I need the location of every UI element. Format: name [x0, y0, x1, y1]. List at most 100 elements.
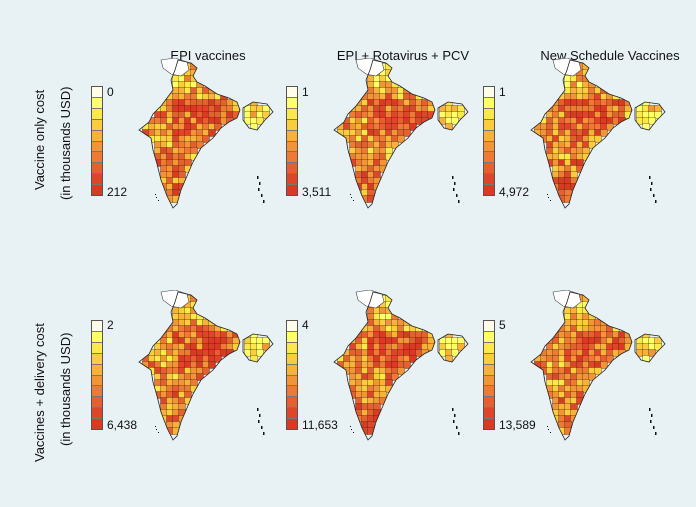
legend-min-r1c1: 4 [302, 318, 309, 332]
india-district-map-r0c2 [530, 58, 666, 209]
island-dot [351, 197, 352, 198]
legend-swatch [92, 397, 102, 409]
legend-bar-r0c1 [286, 86, 298, 196]
island-dot [454, 414, 456, 417]
legend-swatch [92, 185, 102, 196]
northern-region-no-data [160, 290, 190, 309]
district-cell [403, 129, 411, 137]
legend-swatch [92, 119, 102, 131]
legend-swatch [484, 375, 494, 387]
island-dot [655, 432, 657, 435]
legend-swatch [287, 364, 297, 376]
northern-region-no-data [552, 58, 582, 77]
island-dot [547, 194, 548, 195]
legend-swatch [484, 87, 494, 98]
district-cell [409, 355, 417, 363]
legend-swatch [92, 364, 102, 376]
northeast-outline [437, 333, 469, 363]
island-dot [458, 200, 460, 203]
island-dot [452, 408, 454, 411]
legend-swatch [484, 97, 494, 109]
legend-swatch [92, 408, 102, 420]
legend-swatch [92, 386, 102, 398]
district-cell [196, 141, 204, 149]
legend-swatch [287, 185, 297, 196]
legend-swatch [287, 419, 297, 430]
island-dot [258, 420, 260, 423]
island-dot [550, 432, 551, 433]
country-outline [530, 59, 633, 209]
country-outline [530, 291, 633, 441]
northern-region-no-data [355, 290, 385, 309]
legend-swatch [287, 174, 297, 186]
island-dot [548, 429, 549, 430]
india-district-map-r0c0 [138, 58, 274, 209]
island-dot [155, 426, 156, 427]
district-cell [208, 361, 216, 369]
legend-min-r1c2: 5 [499, 318, 506, 332]
country-outline [138, 59, 241, 209]
legend-swatch [484, 353, 494, 365]
legend-swatch [287, 342, 297, 354]
northern-region-no-data [552, 290, 582, 309]
india-district-map-r1c1 [333, 290, 469, 441]
legend-swatch [484, 419, 494, 430]
legend-max-r1c2: 13,589 [499, 418, 536, 432]
legend-swatch [92, 321, 102, 332]
island-dot [453, 188, 455, 191]
island-dot [456, 426, 458, 429]
legend-max-r0c2: 4,972 [499, 185, 530, 199]
island-dot [458, 432, 460, 435]
island-dot [261, 426, 263, 429]
legend-swatch [92, 97, 102, 109]
legend-swatch [92, 141, 102, 153]
legend-swatch [484, 386, 494, 398]
legend-swatch [92, 331, 102, 343]
island-dot [548, 197, 549, 198]
island-dot [350, 194, 351, 195]
district-cell [600, 129, 608, 137]
island-dot [155, 194, 156, 195]
northern-region-no-data [160, 58, 190, 77]
district-cell [451, 349, 459, 357]
legend-swatch [484, 130, 494, 142]
legend-swatch [484, 342, 494, 354]
island-dot [547, 426, 548, 427]
legend-swatch [484, 331, 494, 343]
legend-swatch [484, 163, 494, 175]
district-cell [451, 117, 459, 125]
island-dot [156, 429, 157, 430]
island-dot [261, 194, 263, 197]
legend-swatch [287, 353, 297, 365]
district-cell [648, 117, 656, 125]
district-cell [594, 135, 602, 143]
legend-min-r0c1: 1 [302, 85, 309, 99]
legend-bar-r0c2 [483, 86, 495, 196]
island-dot [651, 414, 653, 417]
legend-swatch [484, 152, 494, 164]
legend-swatch [92, 163, 102, 175]
district-cell [256, 117, 264, 125]
district-cell [403, 361, 411, 369]
district-cell [606, 123, 614, 131]
row-label-vaccines-delivery: Vaccines + delivery cost [32, 323, 47, 462]
island-dot [259, 182, 261, 185]
island-dot [649, 176, 651, 179]
northeast-outline [242, 101, 274, 131]
legend-swatch [484, 108, 494, 120]
island-dot [453, 420, 455, 423]
island-dot [351, 429, 352, 430]
northeast-outline [634, 333, 666, 363]
country-outline [333, 59, 436, 209]
island-dot [651, 182, 653, 185]
legend-swatch [484, 141, 494, 153]
district-cell [397, 367, 405, 375]
row-label-vaccines-delivery-unit: (in thousands USD) [58, 332, 73, 446]
island-dot [452, 176, 454, 179]
island-dot [158, 432, 159, 433]
legend-swatch [92, 174, 102, 186]
legend-bar-r1c0 [91, 320, 103, 430]
district-cell [256, 349, 264, 357]
legend-swatch [92, 342, 102, 354]
district-cell [594, 367, 602, 375]
